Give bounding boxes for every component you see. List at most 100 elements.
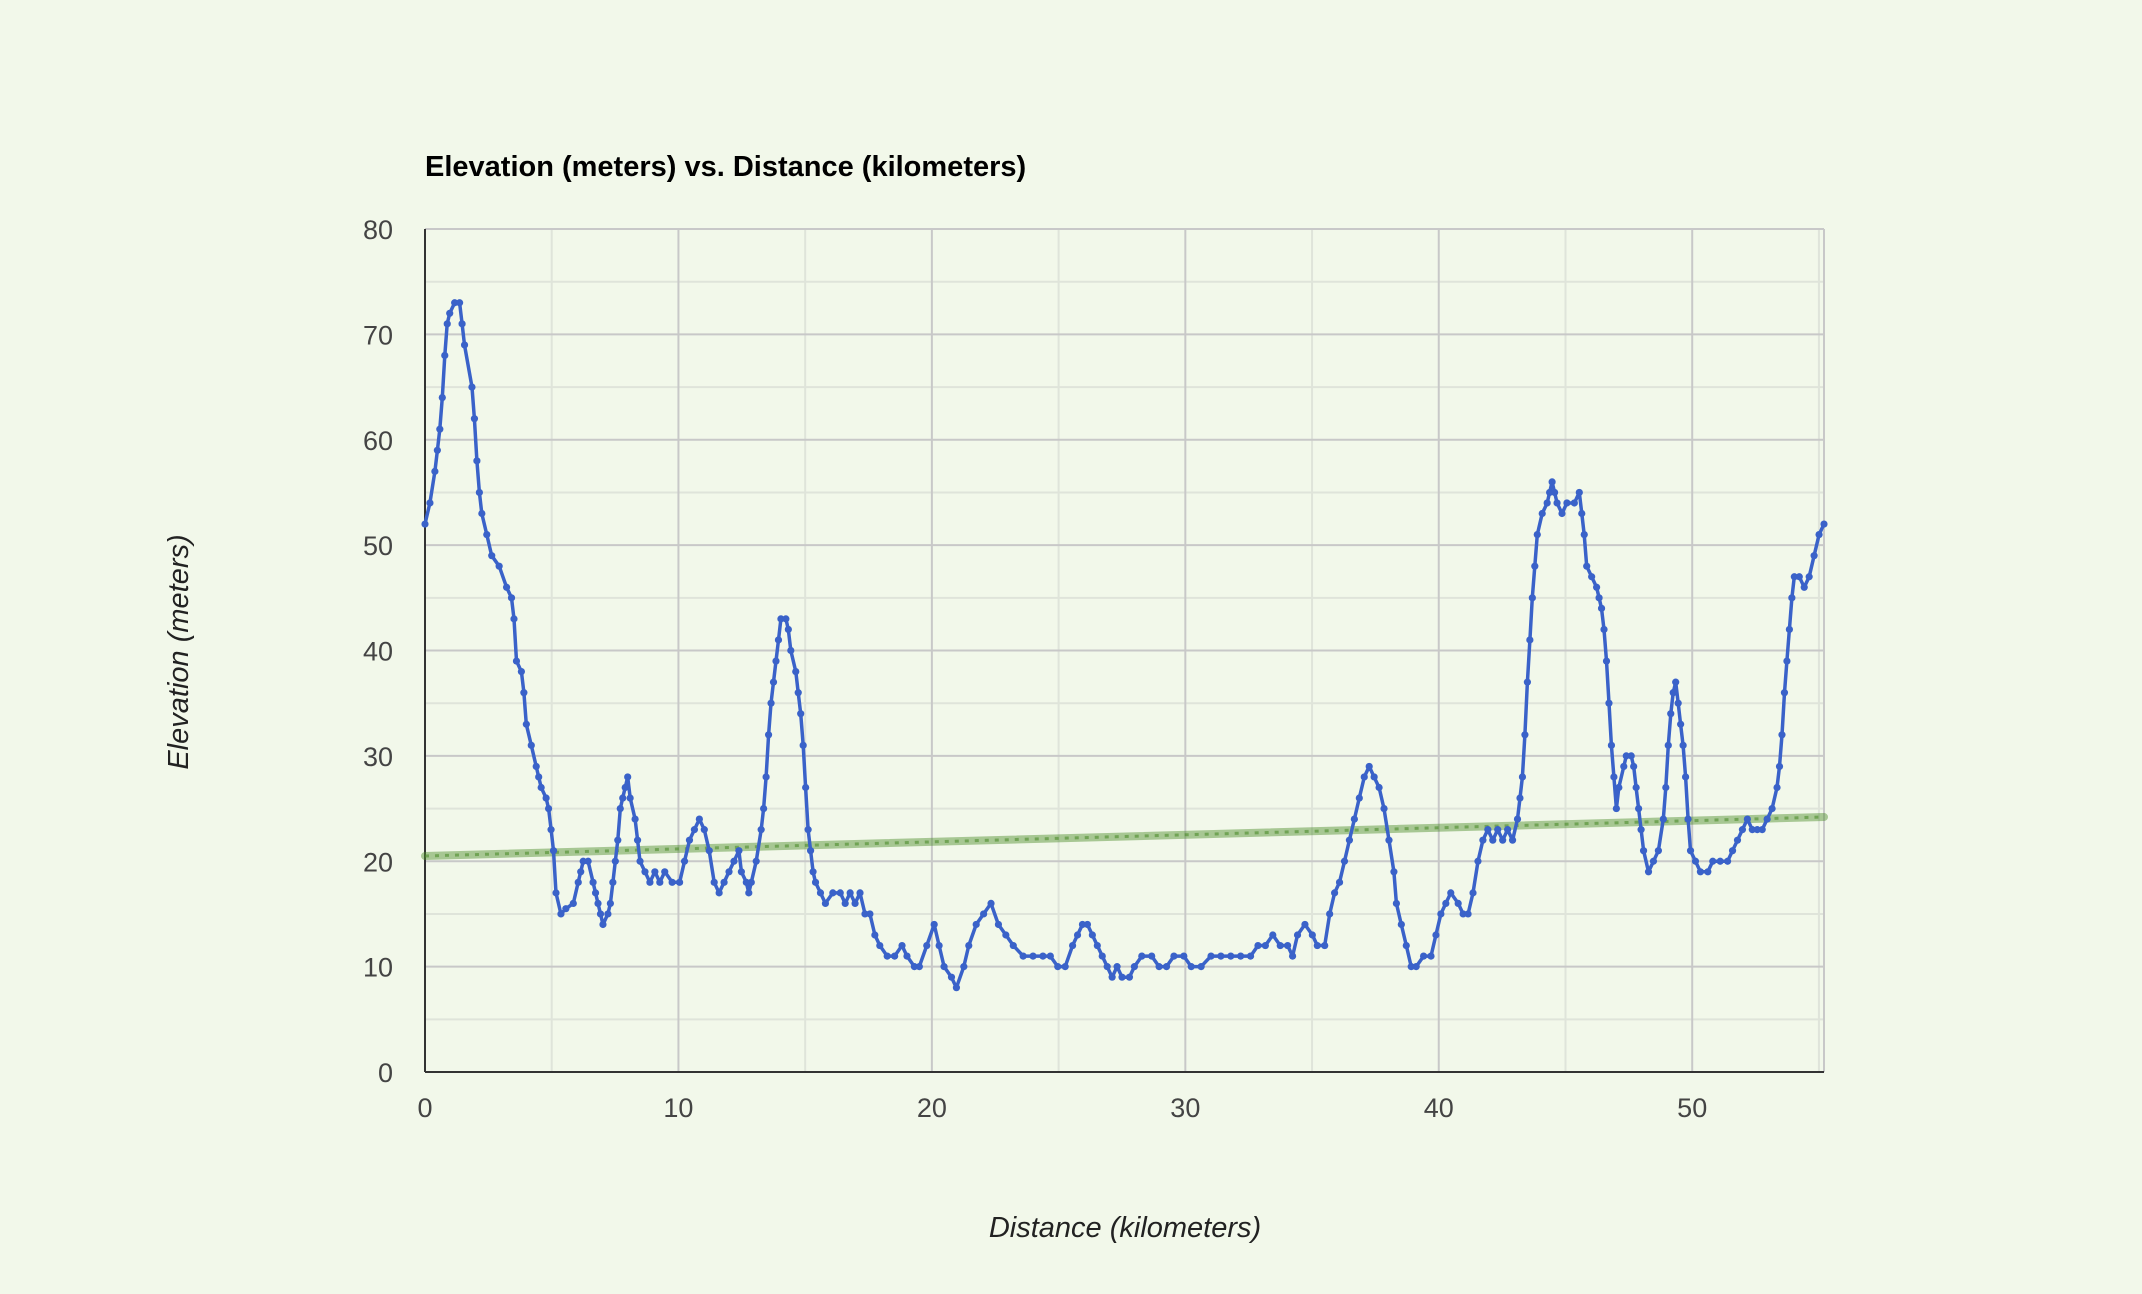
elevation-point: [1649, 857, 1658, 865]
elevation-point: [1402, 941, 1410, 950]
elevation-point: [680, 857, 689, 865]
elevation-point: [1768, 804, 1776, 813]
elevation-point: [811, 878, 820, 886]
trendline-layer: [421, 812, 1828, 860]
elevation-point: [1728, 847, 1737, 855]
elevation-point: [1763, 815, 1771, 823]
elevation-point: [1602, 657, 1611, 665]
elevation-point: [1684, 815, 1692, 823]
elevation-point: [1002, 931, 1010, 939]
elevation-point: [1148, 952, 1156, 960]
elevation-point: [1570, 499, 1578, 507]
elevation-point: [641, 868, 649, 876]
elevation-point: [1664, 741, 1672, 749]
elevation-point: [520, 689, 528, 697]
elevation-point: [1068, 941, 1077, 950]
elevation-point: [720, 878, 728, 886]
elevation-point: [1588, 573, 1596, 581]
elevation-point: [1790, 573, 1798, 581]
elevation-point: [1788, 594, 1796, 602]
elevation-point: [606, 899, 614, 908]
elevation-point: [1785, 625, 1793, 634]
y-tick-label: 0: [378, 1058, 393, 1088]
elevation-point: [1469, 889, 1477, 897]
elevation-point: [1180, 952, 1188, 960]
elevation-point: [1743, 815, 1751, 823]
elevation-point: [816, 889, 825, 897]
elevation-point: [965, 941, 973, 950]
elevation-point: [1546, 488, 1554, 497]
elevation-point: [549, 847, 558, 855]
elevation-point: [784, 625, 792, 634]
elevation-point: [1479, 836, 1487, 844]
elevation-point: [1130, 963, 1138, 971]
elevation-point: [1518, 773, 1527, 781]
elevation-point: [797, 710, 805, 718]
elevation-point: [475, 488, 483, 497]
elevation-point: [987, 899, 995, 908]
elevation-point: [1039, 952, 1047, 960]
elevation-point: [841, 899, 849, 908]
elevation-point: [1355, 794, 1363, 802]
elevation-point: [794, 689, 802, 697]
elevation-point: [1553, 499, 1561, 507]
elevation-point: [1170, 952, 1178, 960]
elevation-point: [1365, 762, 1373, 771]
elevation-point: [804, 826, 812, 834]
elevation-point: [542, 794, 550, 802]
elevation-point: [651, 868, 659, 876]
elevation-point: [1635, 804, 1643, 813]
elevation-point: [782, 615, 790, 623]
elevation-point: [695, 815, 703, 823]
elevation-point: [1662, 783, 1670, 792]
elevation-point: [1162, 963, 1171, 971]
elevation-point: [1563, 499, 1571, 507]
elevation-point: [809, 868, 817, 876]
elevation-point: [1313, 941, 1321, 950]
elevation-point: [584, 857, 592, 865]
elevation-point: [599, 920, 607, 929]
elevation-point: [1370, 773, 1378, 781]
y-tick-label: 60: [363, 426, 393, 456]
elevation-point: [456, 299, 464, 307]
elevation-point: [661, 868, 669, 876]
elevation-point: [1738, 826, 1747, 834]
elevation-point: [1654, 847, 1662, 855]
elevation-point: [557, 910, 565, 918]
elevation-point: [1677, 720, 1685, 728]
elevation-point: [535, 773, 543, 781]
elevation-point: [510, 615, 518, 623]
elevation-point: [495, 562, 503, 570]
elevation-line: [423, 301, 1826, 990]
elevation-point: [451, 299, 459, 307]
elevation-point: [1437, 910, 1445, 918]
elevation-point: [1795, 573, 1803, 581]
elevation-point: [1432, 931, 1440, 939]
elevation-point: [609, 878, 617, 886]
elevation-point: [1499, 836, 1507, 844]
elevation-point: [1345, 836, 1354, 844]
elevation-point: [1009, 941, 1017, 950]
elevation-point: [799, 741, 807, 749]
elevation-point: [1293, 931, 1302, 939]
elevation-point: [470, 415, 479, 423]
y-tick-label: 50: [363, 531, 393, 561]
series-layer: [421, 299, 1828, 992]
elevation-point: [1494, 826, 1502, 834]
elevation-point: [947, 973, 956, 981]
elevation-point: [1088, 931, 1096, 939]
elevation-point: [1375, 783, 1383, 792]
elevation-point: [1335, 878, 1344, 886]
elevation-point: [1454, 899, 1462, 908]
x-tick-label: 10: [663, 1093, 693, 1123]
elevation-point: [940, 963, 948, 971]
elevation-point: [891, 952, 899, 960]
elevation-point: [1385, 836, 1393, 844]
elevation-point: [1504, 826, 1512, 834]
elevation-point: [1098, 952, 1106, 960]
elevation-point: [1237, 952, 1245, 960]
y-tick-label: 80: [363, 215, 393, 245]
elevation-point: [1397, 920, 1405, 929]
elevation-point: [616, 804, 624, 813]
elevation-point: [747, 878, 755, 886]
